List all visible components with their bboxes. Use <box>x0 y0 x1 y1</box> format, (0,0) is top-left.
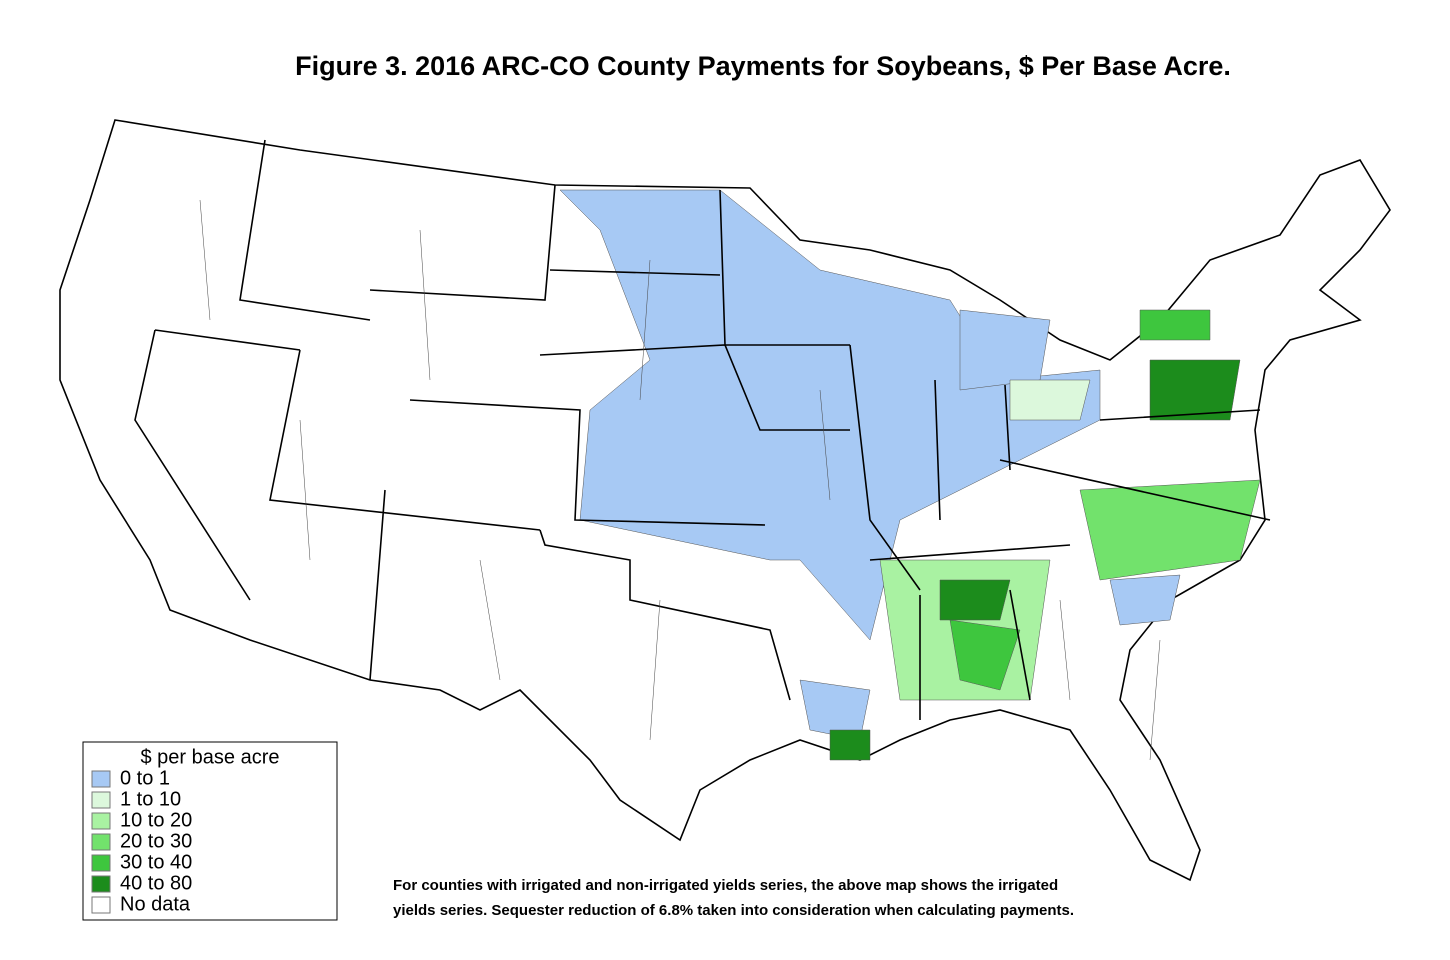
region-0-to-1 <box>559 189 1101 641</box>
legend-box <box>82 741 338 921</box>
region-0-to-1 <box>1109 574 1181 626</box>
legend-swatch <box>91 896 111 914</box>
legend-label: 1 to 10 <box>120 788 181 810</box>
legend-swatch <box>91 833 111 851</box>
legend-label: 0 to 1 <box>120 767 170 789</box>
footnote: For counties with irrigated and non-irri… <box>393 877 1058 894</box>
county-lines <box>199 199 1161 761</box>
legend-swatch <box>91 875 111 893</box>
title: Figure 3. 2016 ARC-CO County Payments fo… <box>295 51 1231 81</box>
legend-title: $ per base acre <box>141 746 280 768</box>
legend-label: 10 to 20 <box>120 809 192 831</box>
region-40-to-80 <box>1149 359 1241 421</box>
region-20-to-30 <box>1079 479 1261 581</box>
region-0-to-1 <box>959 309 1051 391</box>
us-map <box>59 119 1391 882</box>
legend-swatch <box>91 812 111 830</box>
legend-swatch <box>91 854 111 872</box>
legend-swatch <box>91 770 111 788</box>
legend-label: 30 to 40 <box>120 851 192 873</box>
region-40-to-80 <box>939 579 1011 621</box>
footnote: yields series. Sequester reduction of 6.… <box>393 902 1074 919</box>
region-40-to-80 <box>829 729 871 761</box>
legend-label: 40 to 80 <box>120 872 192 894</box>
region-30-to-40 <box>949 619 1021 691</box>
legend-swatch <box>91 791 111 809</box>
legend-label: No data <box>120 893 191 915</box>
legend-label: 20 to 30 <box>120 830 192 852</box>
state-lines <box>134 139 1271 720</box>
region-30-to-40 <box>1139 309 1211 341</box>
region-1-to-10 <box>1009 379 1091 421</box>
